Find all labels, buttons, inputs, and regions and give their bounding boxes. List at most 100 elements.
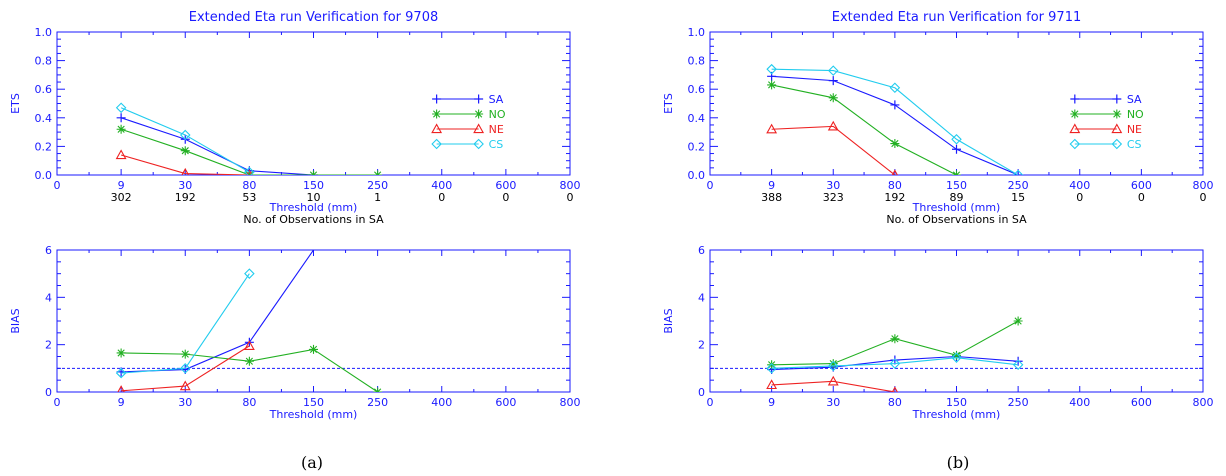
x-axis-label: Threshold (mm) xyxy=(269,408,358,421)
series-line-cs xyxy=(771,68,1019,175)
obs-label: No. of Observations in SA xyxy=(243,213,384,226)
legend-marker-ne xyxy=(431,123,443,134)
legend-marker-cs xyxy=(1069,138,1081,150)
legend: SA NO NE CS xyxy=(431,93,506,151)
data-point-cs xyxy=(244,268,255,279)
y-axis-label: ETS xyxy=(9,93,22,114)
series-ne xyxy=(766,120,899,175)
data-point-cs xyxy=(951,352,962,363)
series-cs xyxy=(115,268,255,379)
obs-count: 323 xyxy=(823,191,844,204)
y-tick-label: 4 xyxy=(698,291,705,304)
legend-marker-sa xyxy=(1070,94,1080,104)
obs-count: 53 xyxy=(242,191,256,204)
legend-marker-no xyxy=(1070,109,1080,119)
legend-marker-cs xyxy=(473,138,484,150)
legend-marker-ne xyxy=(473,123,485,134)
x-tick-label: 80 xyxy=(888,179,902,192)
chart-title: Extended Eta run Verification for 9708 xyxy=(189,10,439,25)
x-tick-label: 0 xyxy=(54,396,61,409)
obs-count: 0 xyxy=(1076,191,1083,204)
series-line-ne xyxy=(121,345,250,392)
series-line-ne xyxy=(120,154,250,175)
data-point-ne xyxy=(115,149,127,160)
x-tick-label: 400 xyxy=(431,179,452,192)
chart-a-bias: 0 9 30 80 150 250 400 600 800 Threshold (mm) 0 2 4 6 B… xyxy=(9,244,581,421)
series-ne xyxy=(117,340,255,392)
series-no xyxy=(767,80,961,175)
data-point-sa xyxy=(952,144,961,154)
obs-count: 10 xyxy=(307,191,321,204)
series-line-ne xyxy=(771,125,896,175)
x-tick-label: 150 xyxy=(303,396,324,409)
legend-label-ne: NE xyxy=(489,123,504,136)
obs-count: 0 xyxy=(1200,191,1207,204)
x-tick-label: 250 xyxy=(1008,179,1029,192)
y-axis-label: BIAS xyxy=(662,308,675,333)
legend-marker-sa xyxy=(432,94,442,104)
legend: SA NO NE CS xyxy=(1069,93,1144,151)
legend-label-sa: SA xyxy=(1127,93,1142,106)
x-tick-label: 800 xyxy=(560,396,581,409)
obs-count: 0 xyxy=(502,191,509,204)
data-point-no xyxy=(767,360,777,370)
x-axis-label: Threshold (mm) xyxy=(912,201,1001,214)
series-line-ne xyxy=(771,380,895,392)
y-tick-label: 4 xyxy=(45,291,52,304)
legend-marker-ne xyxy=(1111,123,1123,134)
x-tick-label: 250 xyxy=(367,179,388,192)
x-tick-label: 600 xyxy=(495,396,516,409)
x-tick-label: 80 xyxy=(242,396,256,409)
series-line-no xyxy=(120,128,378,175)
data-point-ne xyxy=(827,120,839,131)
legend-marker-cs xyxy=(1111,138,1123,150)
x-tick-label: 30 xyxy=(826,396,840,409)
chart-b-bias: 0 9 30 80 150 250 400 600 800 Threshold (mm) 0 2 4 6 B… xyxy=(662,244,1214,421)
obs-count: 388 xyxy=(761,191,782,204)
data-point-cs xyxy=(1012,359,1024,371)
obs-count: 302 xyxy=(111,191,132,204)
plot-frame xyxy=(709,249,1204,393)
x-tick-label: 80 xyxy=(888,396,902,409)
x-tick-label: 400 xyxy=(1069,179,1090,192)
obs-count: 0 xyxy=(567,191,574,204)
data-point-cs xyxy=(115,367,127,379)
data-point-cs xyxy=(115,102,127,114)
data-point-no xyxy=(180,349,190,359)
data-point-sa xyxy=(828,76,838,86)
legend-label-cs: CS xyxy=(489,138,504,151)
y-tick-label: 0.4 xyxy=(688,112,706,125)
x-tick-label: 0 xyxy=(707,179,714,192)
plot-frame xyxy=(56,249,571,393)
data-point-no xyxy=(828,93,838,103)
series-no xyxy=(116,124,383,175)
x-tick-label: 0 xyxy=(707,396,714,409)
data-point-cs xyxy=(244,166,255,175)
data-point-ne xyxy=(243,340,255,350)
obs-count: 1 xyxy=(374,191,381,204)
data-point-ne xyxy=(179,380,191,391)
y-tick-label: 0 xyxy=(698,386,705,399)
data-point-sa xyxy=(1013,170,1023,175)
series-ne xyxy=(766,375,899,392)
y-tick-label: 6 xyxy=(45,244,52,257)
x-tick-label: 250 xyxy=(367,396,388,409)
obs-count: 15 xyxy=(1011,191,1025,204)
x-tick-label: 150 xyxy=(946,179,967,192)
y-tick-label: 2 xyxy=(45,339,52,352)
y-tick-label: 0 xyxy=(45,386,52,399)
x-tick-label: 600 xyxy=(1131,179,1152,192)
obs-count: 89 xyxy=(950,191,964,204)
series-sa xyxy=(116,113,318,175)
legend-label-sa: SA xyxy=(489,93,504,106)
x-tick-label: 250 xyxy=(1008,396,1029,409)
y-tick-label: 0.8 xyxy=(688,55,706,68)
data-point-sa xyxy=(890,100,900,110)
data-point-cs xyxy=(889,358,901,369)
series-cs xyxy=(766,63,1024,175)
obs-count: 192 xyxy=(175,191,196,204)
series-line-sa xyxy=(120,117,314,175)
legend-marker-no xyxy=(432,109,442,119)
legend-marker-sa xyxy=(474,94,484,104)
